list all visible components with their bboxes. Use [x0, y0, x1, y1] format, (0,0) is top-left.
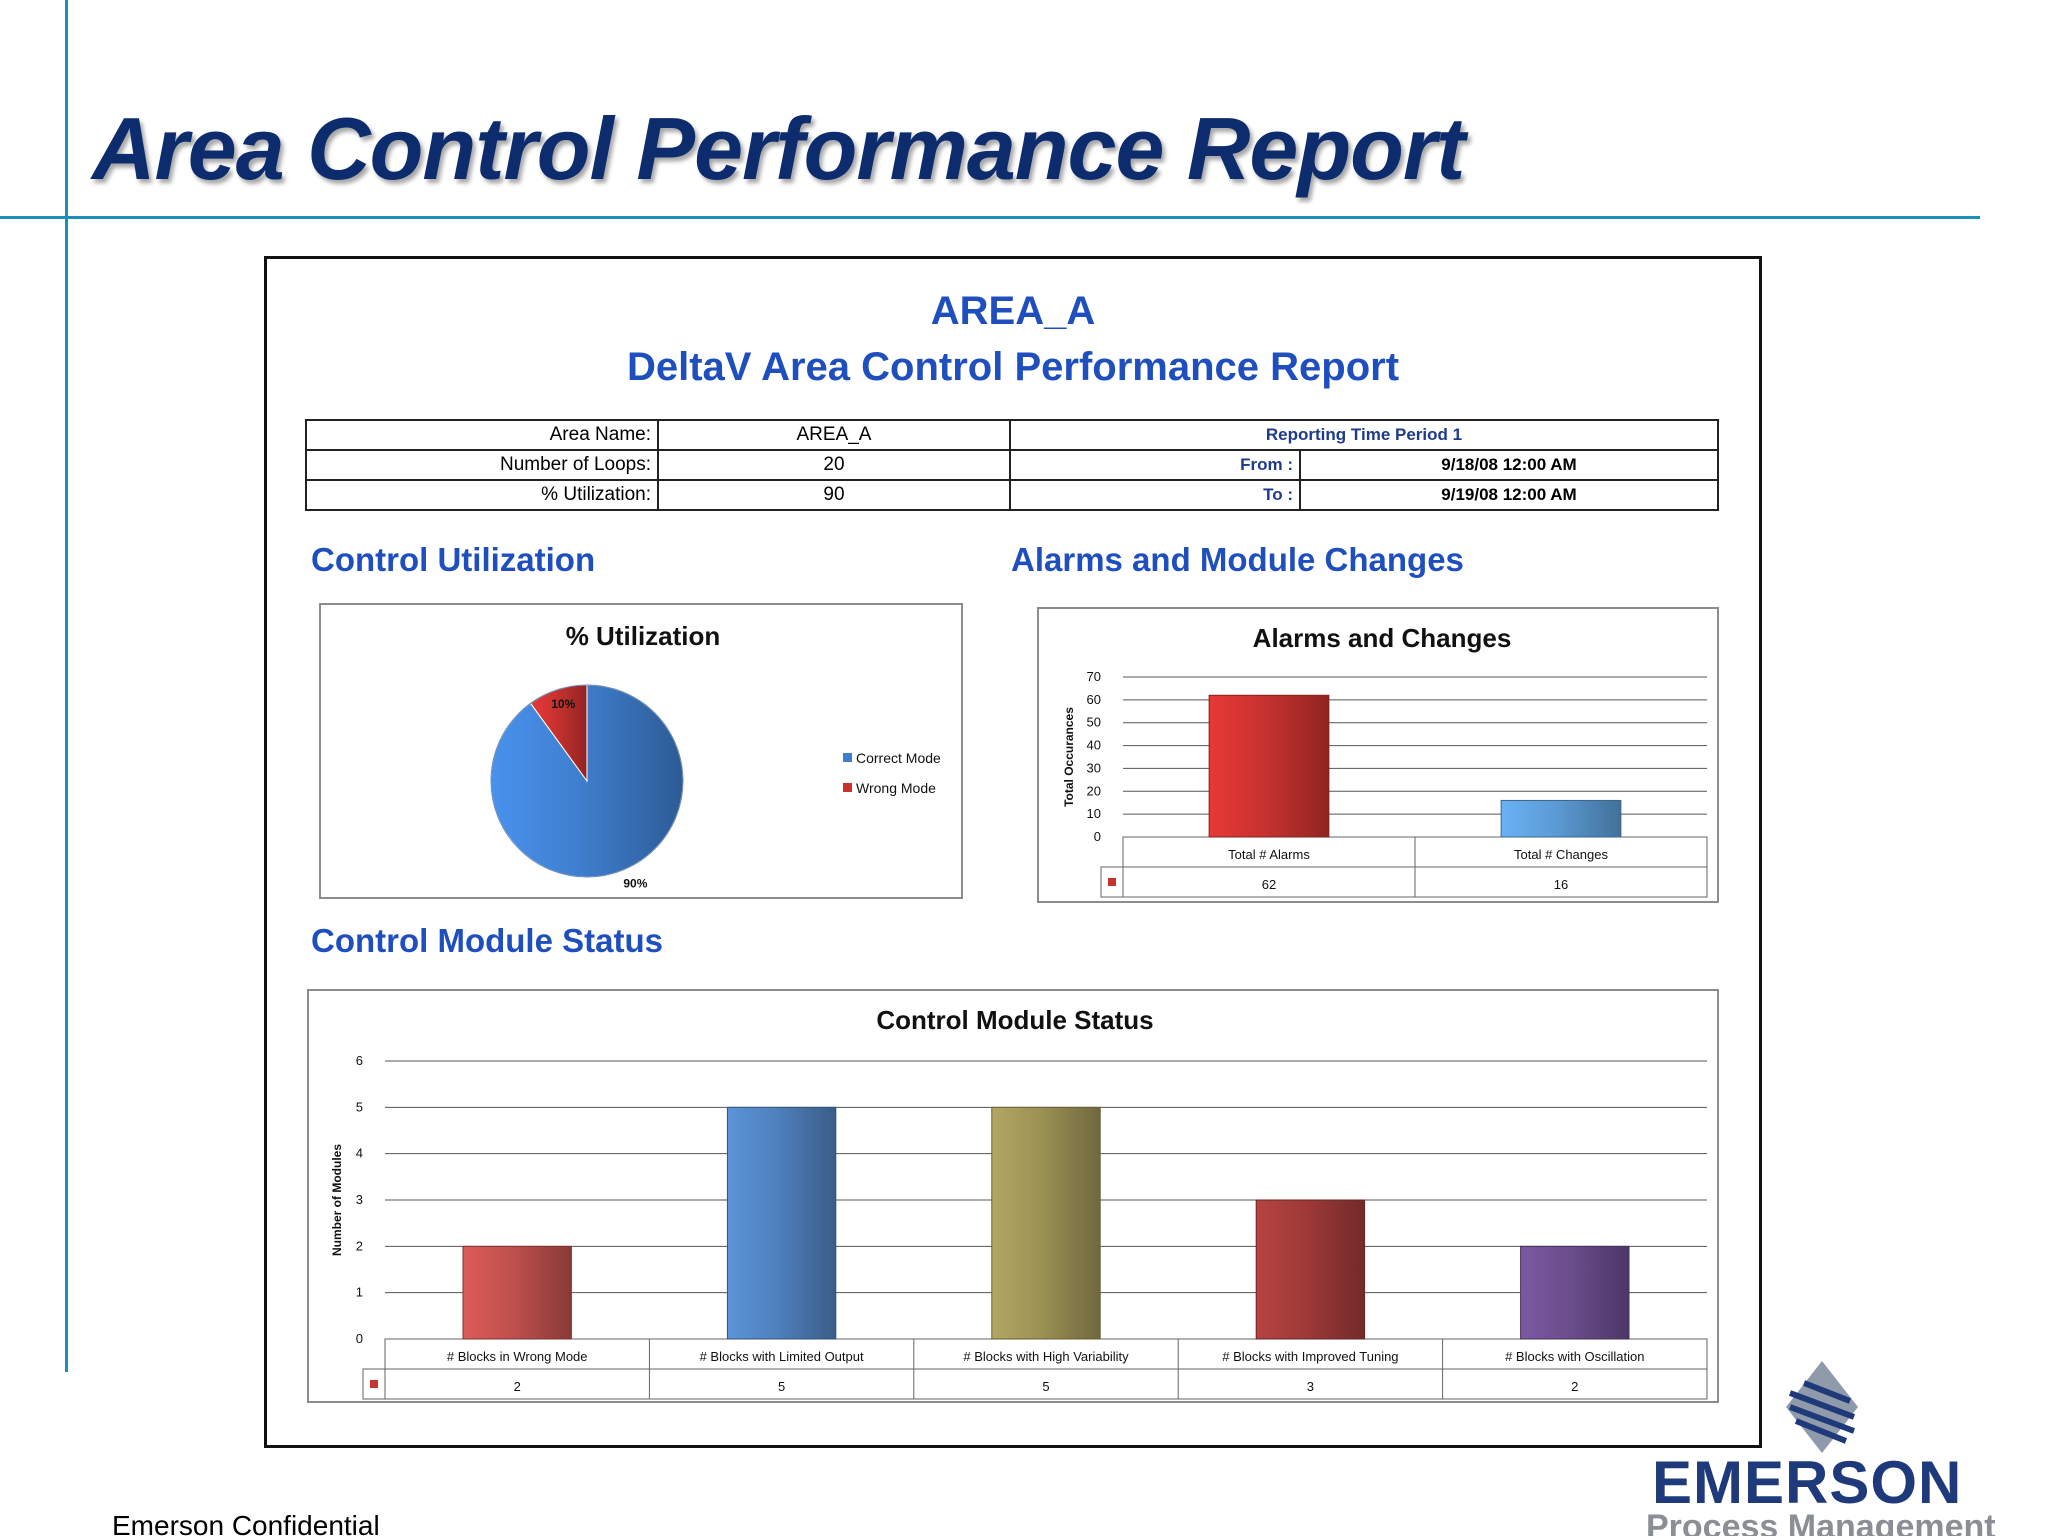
to-value: 9/19/08 12:00 AM: [1299, 479, 1719, 511]
loops-label: Number of Loops:: [305, 449, 659, 481]
status-data-table-key-swatch: [370, 1380, 378, 1388]
status-y-tick-label: 0: [356, 1331, 363, 1346]
slide-vertical-rule: [65, 0, 68, 1372]
report-frame: AREA_A DeltaV Area Control Performance R…: [264, 256, 1762, 1448]
alarms-y-tick-label: 70: [1087, 669, 1101, 684]
to-label: To :: [1009, 479, 1301, 511]
alarms-data-table-key-cell: [1100, 866, 1124, 898]
module-status-bar-chart: Control Module Status 0 1 2 3 4 5 6 Number of Mo…: [307, 989, 1719, 1403]
reporting-period-label: Reporting Time Period 1: [1009, 419, 1719, 451]
alarms-y-tick-label: 40: [1087, 738, 1101, 753]
utilization-pie-svg: % Utilization 90% 10% Correct Mode Wrong Mod…: [490, 621, 941, 891]
from-label: From :: [1009, 449, 1301, 481]
status-chart-title: Control Module Status: [876, 1005, 1153, 1035]
alarms-y-tick-label: 0: [1094, 829, 1101, 844]
status-category-label: # Blocks with Oscillation: [1505, 1349, 1644, 1364]
status-bar: [726, 1106, 837, 1340]
alarms-value-label: 16: [1554, 877, 1568, 892]
status-data-table-key-cell: [362, 1368, 386, 1400]
alarms-bar-svg: Alarms and Changes 0 10 20 30 40 50 60 70 Total O…: [1062, 623, 1708, 898]
section-control-utilization: Control Utilization: [311, 541, 596, 578]
status-value-label: 5: [1042, 1379, 1049, 1394]
pie-legend-label: Correct Mode: [856, 750, 941, 766]
report-area-title: AREA_A: [930, 289, 1096, 333]
alarms-y-tick-label: 50: [1087, 715, 1101, 730]
status-y-tick-label: 6: [356, 1053, 363, 1068]
section-alarms-changes: Alarms and Module Changes: [1011, 541, 1464, 578]
pie-legend-label: Wrong Mode: [856, 780, 936, 796]
pie-slice-label: 90%: [623, 877, 647, 891]
emerson-logo-mark: [1786, 1361, 1858, 1453]
alarms-bar: [1208, 694, 1330, 838]
pie-legend-swatch: [843, 783, 852, 792]
utilization-label: % Utilization:: [305, 479, 659, 511]
slide-horizontal-rule: [0, 216, 1980, 219]
alarms-y-tick-label: 20: [1087, 783, 1101, 798]
area-name-value: AREA_A: [657, 419, 1011, 451]
emerson-logo-subtitle: Process Management: [1646, 1508, 1996, 1536]
info-row-utilization: % Utilization: 90 To : 9/19/08 12:00 AM: [305, 479, 1719, 511]
status-bar: [462, 1245, 572, 1340]
status-y-tick-label: 5: [356, 1099, 363, 1114]
status-value-label: 2: [1571, 1379, 1578, 1394]
alarms-data-table-key-swatch: [1108, 878, 1116, 886]
status-y-tick-label: 2: [356, 1238, 363, 1253]
status-category-label: # Blocks in Wrong Mode: [447, 1349, 588, 1364]
pie-legend-swatch: [843, 753, 852, 762]
status-value-label: 5: [778, 1379, 785, 1394]
status-category-label: # Blocks with Improved Tuning: [1222, 1349, 1398, 1364]
emerson-logo-word: EMERSON: [1652, 1449, 1963, 1516]
status-category-label: # Blocks with Limited Output: [700, 1349, 864, 1364]
area-name-label: Area Name:: [305, 419, 659, 451]
utilization-pie-chart: % Utilization 90% 10% Correct Mode Wrong Mod…: [319, 603, 963, 899]
utilization-value: 90: [657, 479, 1011, 511]
alarms-bar-chart: Alarms and Changes 0 10 20 30 40 50 60 70 Total O…: [1037, 607, 1719, 903]
status-category-label: # Blocks with High Variability: [963, 1349, 1129, 1364]
alarms-y-axis-label: Total Occurances: [1062, 707, 1076, 807]
loops-value: 20: [657, 449, 1011, 481]
emerson-diamond-icon: [1786, 1361, 1858, 1453]
status-value-label: 2: [514, 1379, 521, 1394]
status-bar: [991, 1106, 1101, 1340]
slide-title: Area Control Performance Report: [92, 99, 1465, 198]
pie-outline: [490, 684, 684, 878]
section-control-module-status: Control Module Status: [311, 922, 663, 959]
alarms-y-tick-label: 60: [1087, 692, 1101, 707]
alarms-category-label: Total # Changes: [1514, 847, 1608, 862]
status-y-tick-label: 3: [356, 1192, 363, 1207]
footer-confidential: Emerson Confidential: [112, 1510, 380, 1536]
status-y-tick-label: 4: [356, 1146, 363, 1161]
report-heading: DeltaV Area Control Performance Report: [626, 345, 1400, 389]
status-bar: [1255, 1199, 1366, 1340]
alarms-value-label: 62: [1262, 877, 1276, 892]
alarms-chart-title: Alarms and Changes: [1253, 623, 1512, 653]
status-y-axis-label: Number of Modules: [330, 1144, 344, 1256]
alarms-y-tick-label: 30: [1087, 760, 1101, 775]
from-value: 9/18/08 12:00 AM: [1299, 449, 1719, 481]
info-row-loops: Number of Loops: 20 From : 9/18/08 12:00…: [305, 449, 1719, 481]
alarms-y-tick-label: 10: [1087, 806, 1101, 821]
report-info-table: Area Name: AREA_A Reporting Time Period …: [305, 419, 1719, 511]
pie-chart-title: % Utilization: [566, 621, 721, 651]
pie-slice-label: 10%: [551, 697, 575, 711]
info-row-area: Area Name: AREA_A Reporting Time Period …: [305, 419, 1719, 451]
alarms-category-label: Total # Alarms: [1228, 847, 1310, 862]
alarms-bar: [1500, 799, 1622, 838]
status-bar: [1520, 1245, 1630, 1340]
status-y-tick-label: 1: [356, 1285, 363, 1300]
status-value-label: 3: [1307, 1379, 1314, 1394]
module-status-bar-svg: Control Module Status 0 1 2 3 4 5 6 Number of Mo…: [330, 1005, 1708, 1400]
